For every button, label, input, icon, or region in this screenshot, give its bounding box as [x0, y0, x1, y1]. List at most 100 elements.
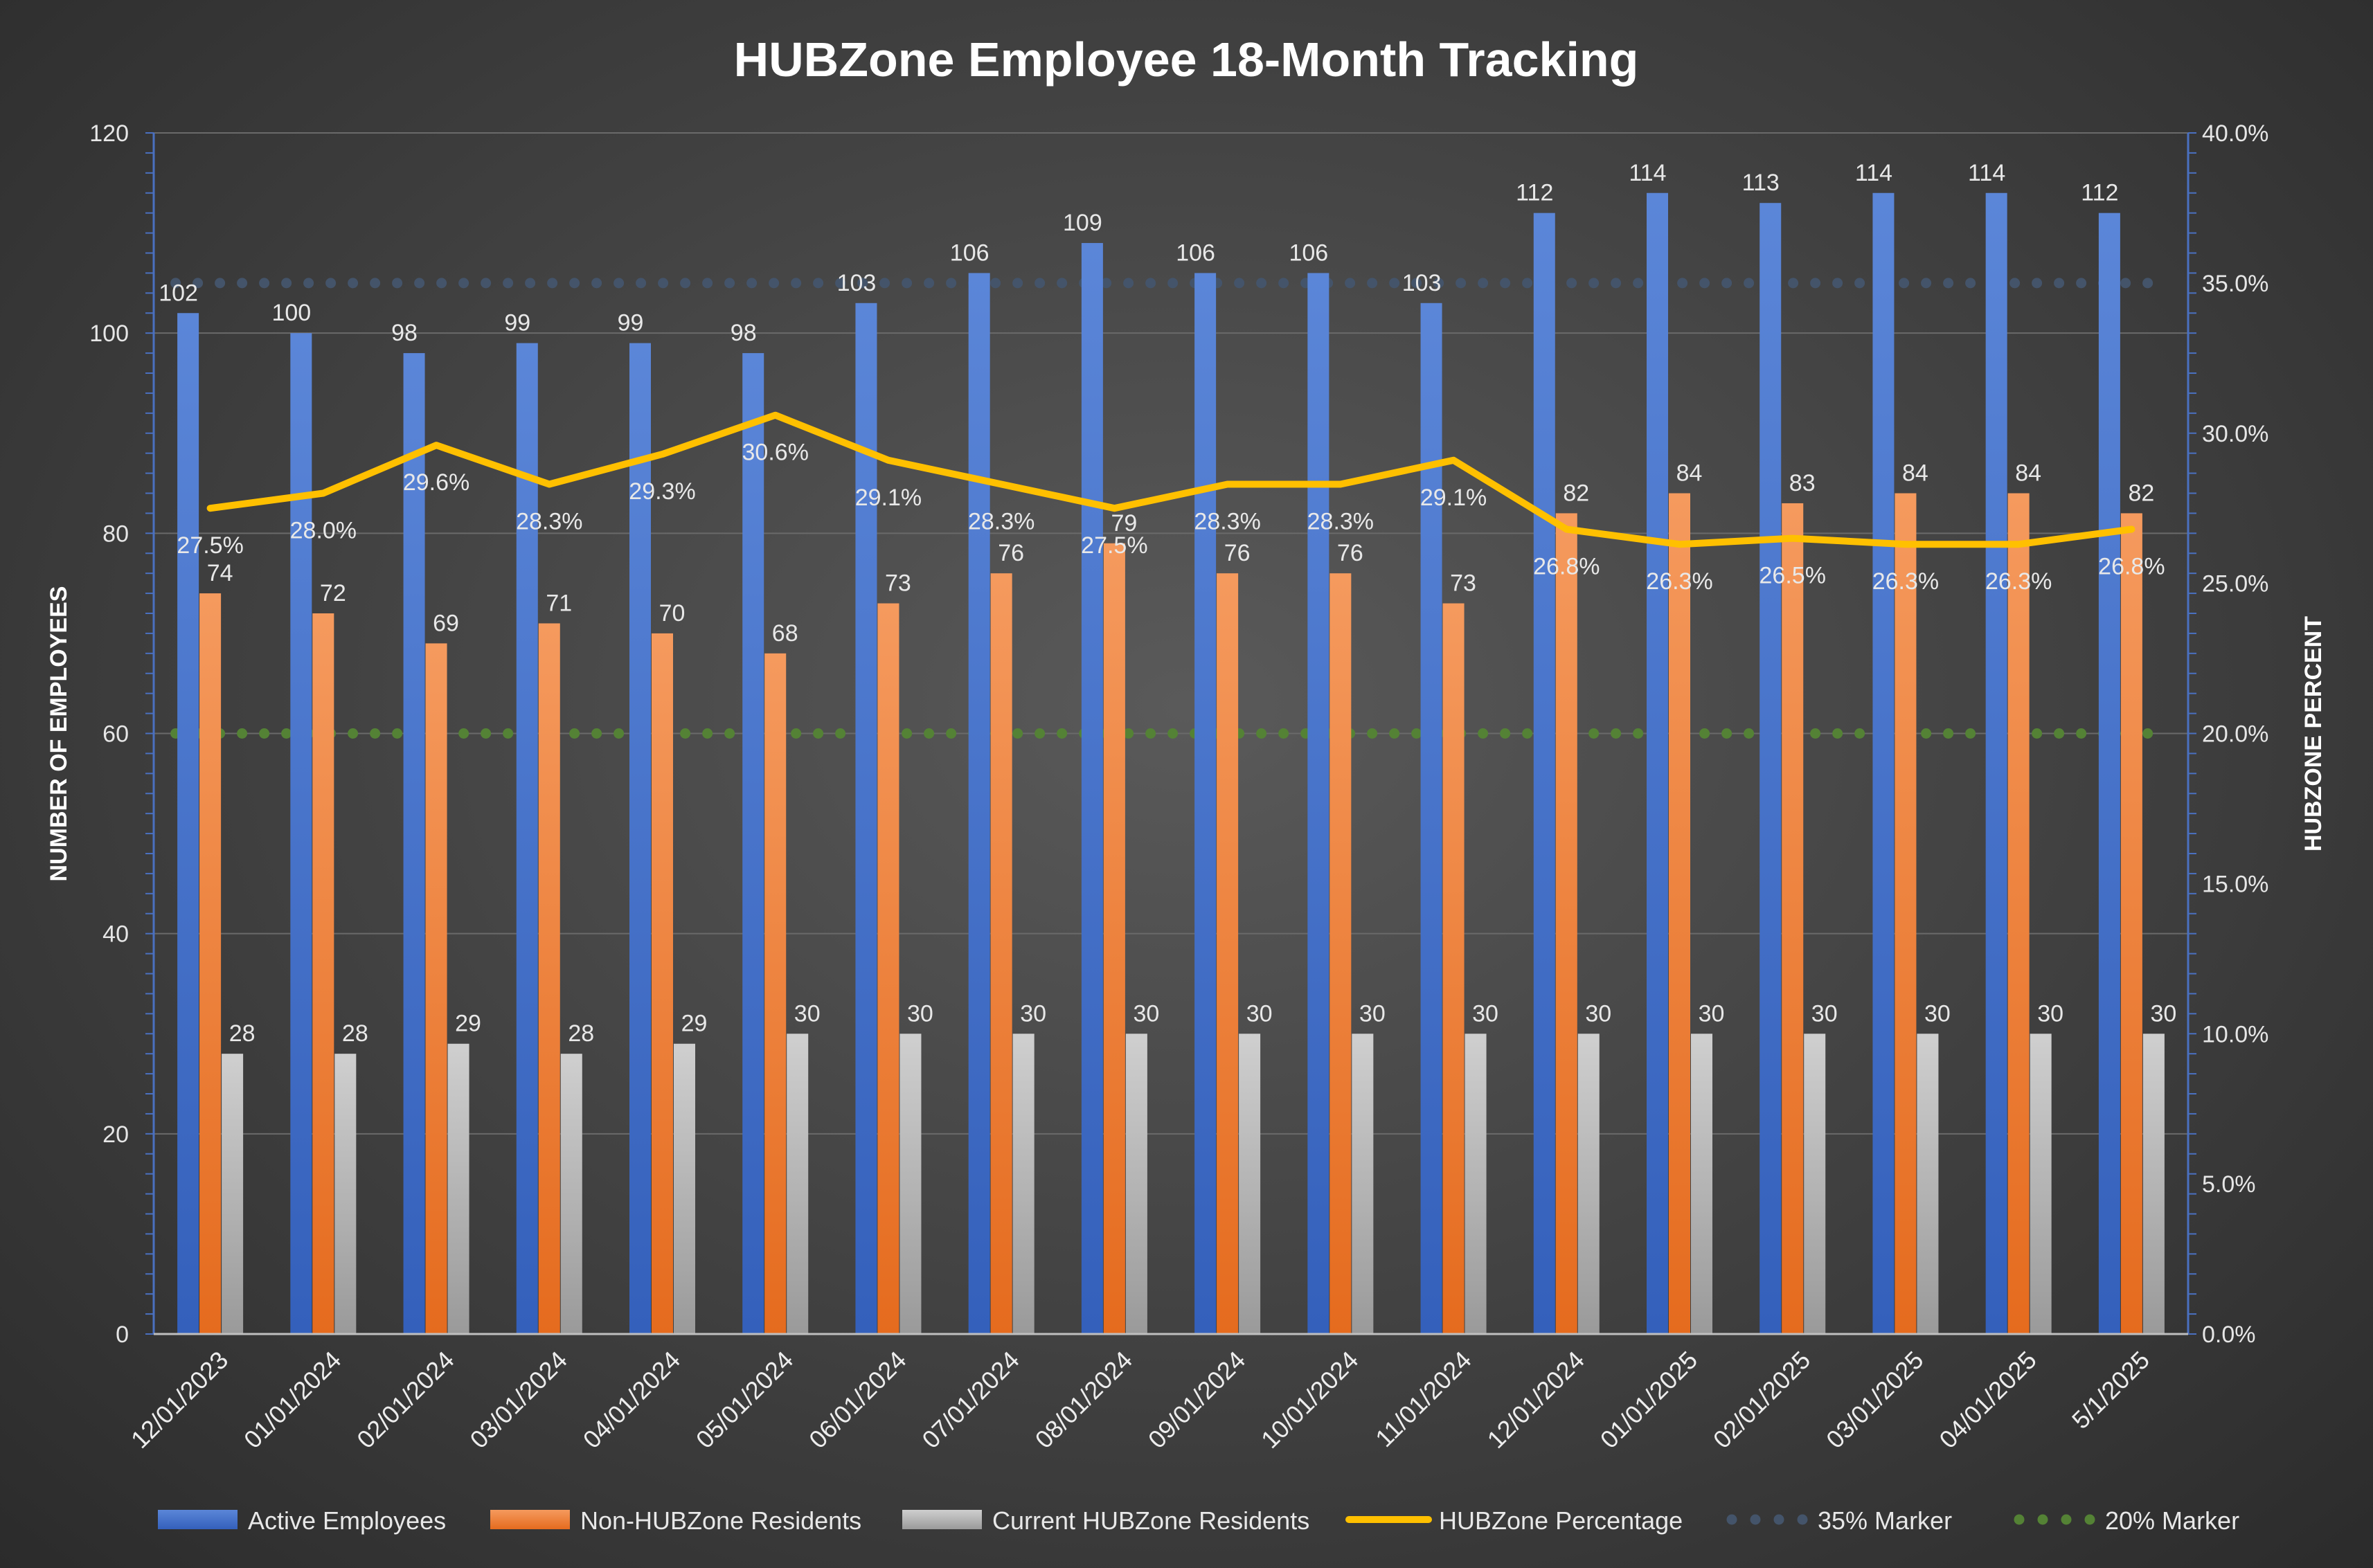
marker-20-line-dot — [924, 728, 935, 739]
marker-35-line-dot — [902, 278, 913, 289]
bar-current-hubzone-residents — [787, 1034, 809, 1334]
data-label-non-hubzone: 84 — [1902, 460, 1928, 487]
marker-35-line-dot — [1788, 278, 1799, 289]
bar-non-hubzone-residents — [538, 623, 560, 1335]
marker-20-line-dot — [1012, 728, 1023, 739]
bar-current-hubzone-residents — [560, 1054, 582, 1334]
legend-item: Active Employees — [158, 1506, 446, 1535]
bar-non-hubzone-residents — [1442, 603, 1465, 1334]
bar-active-employees — [1307, 273, 1329, 1335]
marker-20-line-dot — [813, 728, 824, 739]
marker-35-line-dot — [1566, 278, 1577, 289]
bar-non-hubzone-residents — [1329, 573, 1352, 1334]
marker-35-line-dot — [1433, 278, 1444, 289]
data-label-active: 106 — [950, 240, 990, 266]
data-label-non-hubzone: 82 — [1563, 480, 1589, 506]
marker-35-line-dot — [1633, 278, 1644, 289]
bar-active-employees — [968, 273, 990, 1335]
x-tick-label: 01/01/2025 — [1595, 1346, 1703, 1454]
y2-tick-label: 40.0% — [2202, 120, 2268, 147]
marker-35-line-dot — [724, 278, 735, 289]
legend-swatch-dot — [2014, 1514, 2025, 1525]
data-label-active: 112 — [2081, 180, 2118, 206]
marker-20-line-dot — [835, 728, 846, 739]
legend-item: 35% Marker — [1726, 1506, 1952, 1535]
data-label-active: 114 — [1855, 160, 1892, 186]
bar-active-employees — [290, 333, 312, 1335]
marker-20-line-dot — [724, 728, 735, 739]
marker-20-line-dot — [702, 728, 713, 739]
marker-20-line-dot — [1389, 728, 1400, 739]
bar-non-hubzone-residents — [312, 613, 334, 1334]
y2-tick-label: 35.0% — [2202, 271, 2268, 297]
marker-35-line-dot — [1145, 278, 1156, 289]
bar-current-hubzone-residents — [1239, 1034, 1261, 1334]
y-tick-label: 0 — [116, 1322, 129, 1348]
data-label-hubzone: 28 — [229, 1020, 256, 1047]
data-label-active: 103 — [837, 270, 877, 296]
legend-swatch — [158, 1510, 238, 1529]
y-tick-label: 120 — [89, 120, 129, 147]
bar-current-hubzone-residents — [1352, 1034, 1374, 1334]
marker-20-line-dot — [1744, 728, 1755, 739]
bar-current-hubzone-residents — [2030, 1034, 2052, 1334]
marker-35-line-dot — [791, 278, 802, 289]
marker-20-line-dot — [370, 728, 381, 739]
y-tick-label: 100 — [89, 321, 129, 347]
data-label-active: 106 — [1176, 240, 1215, 266]
marker-35-line-dot — [259, 278, 270, 289]
bar-active-employees — [516, 343, 538, 1334]
legend-swatch — [902, 1510, 982, 1529]
bar-current-hubzone-residents — [447, 1043, 469, 1334]
marker-20-line-dot — [680, 728, 691, 739]
marker-20-line-dot — [1478, 728, 1489, 739]
x-tick-label: 03/01/2024 — [465, 1346, 573, 1454]
data-label-hubzone: 30 — [1472, 1000, 1498, 1027]
data-label-non-hubzone: 84 — [2015, 460, 2041, 487]
data-label-non-hubzone: 68 — [772, 620, 798, 647]
marker-20-line-dot — [2142, 728, 2153, 739]
data-label-non-hubzone: 79 — [1111, 510, 1137, 537]
data-label-non-hubzone: 76 — [1337, 540, 1363, 566]
bar-non-hubzone-residents — [1555, 513, 1577, 1334]
legend-item: Non-HUBZone Residents — [490, 1506, 861, 1535]
marker-20-line-dot — [1965, 728, 1976, 739]
bar-active-employees — [855, 303, 877, 1335]
bar-non-hubzone-residents — [990, 573, 1012, 1334]
marker-35-line-dot — [348, 278, 359, 289]
marker-35-line-dot — [525, 278, 536, 289]
x-tick-label: 05/01/2024 — [690, 1346, 798, 1454]
legend-item: Current HUBZone Residents — [902, 1506, 1309, 1535]
y2-tick-label: 0.0% — [2202, 1322, 2256, 1348]
bar-active-employees — [629, 343, 651, 1334]
bar-active-employees — [2098, 213, 2120, 1335]
bars — [177, 192, 2165, 1335]
bar-non-hubzone-residents — [1669, 493, 1690, 1334]
marker-35-line-dot — [547, 278, 558, 289]
data-label-non-hubzone: 83 — [1789, 470, 1816, 496]
marker-20-line-dot — [1721, 728, 1732, 739]
marker-35-line-dot — [1522, 278, 1533, 289]
marker-35-line-dot — [170, 278, 181, 289]
y-axis-label: NUMBER OF EMPLOYEES — [46, 586, 72, 882]
data-label-percentage: 27.5% — [177, 532, 243, 559]
marker-20-line-dot — [1588, 728, 1600, 739]
marker-20-line-dot — [1057, 728, 1068, 739]
marker-20-line-dot — [1367, 728, 1378, 739]
data-label-percentage: 27.5% — [1081, 532, 1147, 559]
data-label-active: 102 — [159, 280, 198, 306]
marker-20-line-dot — [902, 728, 913, 739]
marker-35-line-dot — [879, 278, 890, 289]
marker-35-line-dot — [436, 278, 447, 289]
bar-active-employees — [1420, 303, 1442, 1335]
x-tick-label: 10/01/2024 — [1255, 1346, 1363, 1454]
data-label-percentage: 28.3% — [1194, 508, 1260, 534]
data-label-non-hubzone: 70 — [659, 600, 686, 627]
data-label-non-hubzone: 73 — [1450, 570, 1476, 597]
marker-20-line-dot — [591, 728, 602, 739]
data-labels: 102 74 28 100 72 28 98 69 29 99 71 28 99 70 29 98 68 30 10… — [159, 160, 2176, 1047]
marker-35-line-dot — [1278, 278, 1289, 289]
marker-35-line-dot — [1256, 278, 1267, 289]
marker-35-line-dot — [2120, 278, 2131, 289]
data-label-percentage: 29.6% — [403, 469, 469, 496]
